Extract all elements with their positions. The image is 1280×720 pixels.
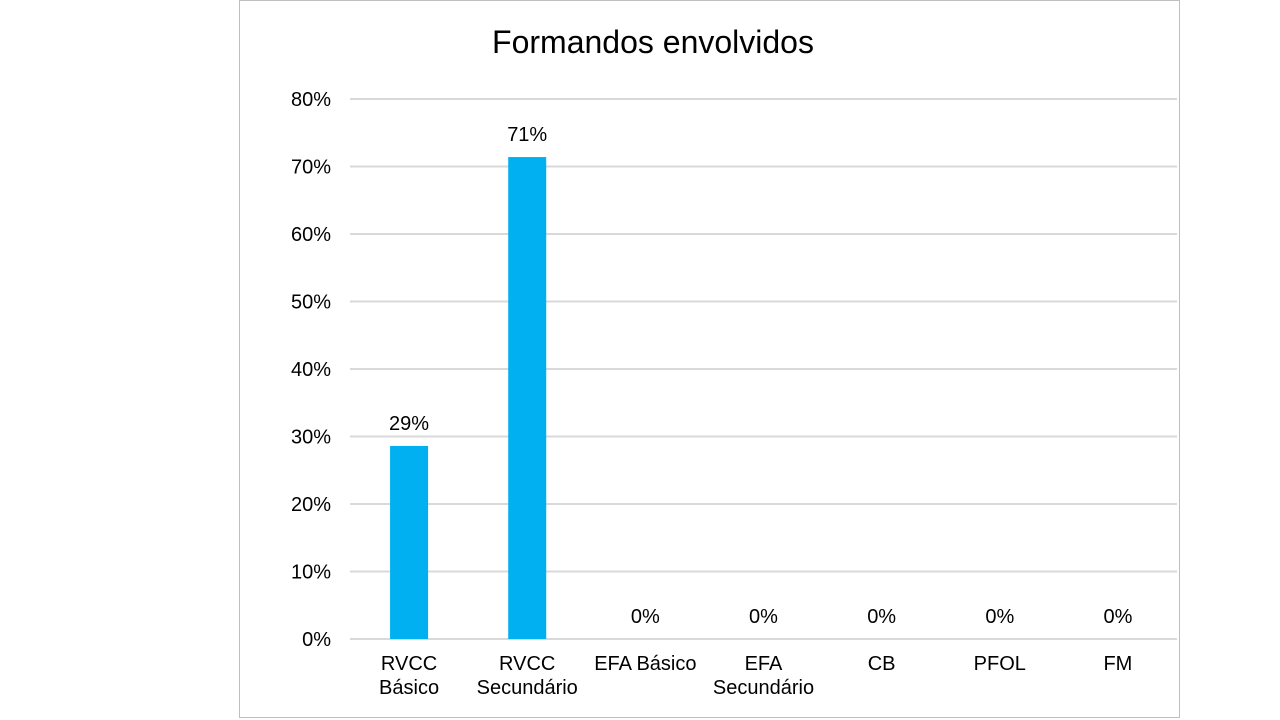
x-category-label: RVCC Básico bbox=[379, 653, 439, 699]
data-label: 0% bbox=[867, 606, 896, 628]
data-label: 0% bbox=[1103, 606, 1132, 628]
y-tick-label: 60% bbox=[291, 224, 331, 246]
x-category-line: FM bbox=[1103, 653, 1132, 675]
y-tick-label: 50% bbox=[291, 292, 331, 314]
x-category-line: EFA bbox=[745, 653, 783, 675]
y-tick-label: 20% bbox=[291, 494, 331, 516]
y-tick-label: 70% bbox=[291, 157, 331, 179]
y-tick-label: 80% bbox=[291, 89, 331, 111]
data-label: 29% bbox=[389, 413, 429, 435]
y-tick-label: 30% bbox=[291, 427, 331, 449]
y-tick-label: 10% bbox=[291, 562, 331, 584]
y-tick-label: 40% bbox=[291, 359, 331, 381]
x-category-line: PFOL bbox=[974, 653, 1026, 675]
x-category-line: Secundário bbox=[713, 677, 814, 699]
bar bbox=[508, 157, 547, 640]
x-category-label: CB bbox=[868, 653, 896, 675]
data-label: 0% bbox=[631, 606, 660, 628]
data-labels: 29% 71% 0% 0% 0% 0% 0% bbox=[389, 124, 1133, 628]
y-axis-ticks: 0% 10% 20% 30% 40% 50% 60% 70% 80% bbox=[291, 89, 331, 651]
bar bbox=[390, 445, 429, 639]
x-category-label: PFOL bbox=[974, 653, 1026, 675]
x-category-line: RVCC bbox=[381, 653, 437, 675]
x-category-line: RVCC bbox=[499, 653, 555, 675]
x-category-line: Básico bbox=[379, 677, 439, 699]
x-category-line: Secundário bbox=[477, 677, 578, 699]
bars bbox=[390, 157, 547, 640]
y-tick-label: 0% bbox=[302, 629, 331, 651]
chart-title: Formandos envolvidos bbox=[492, 24, 814, 60]
data-label: 0% bbox=[985, 606, 1014, 628]
data-label: 71% bbox=[507, 124, 547, 146]
x-category-label: EFA Secundário bbox=[713, 653, 814, 699]
gridlines bbox=[350, 98, 1177, 640]
x-category-label: EFA Básico bbox=[594, 653, 696, 675]
x-category-line: CB bbox=[868, 653, 896, 675]
x-category-label: RVCC Secundário bbox=[477, 653, 578, 699]
x-category-line: EFA Básico bbox=[594, 653, 696, 675]
x-category-label: FM bbox=[1103, 653, 1132, 675]
data-label: 0% bbox=[749, 606, 778, 628]
